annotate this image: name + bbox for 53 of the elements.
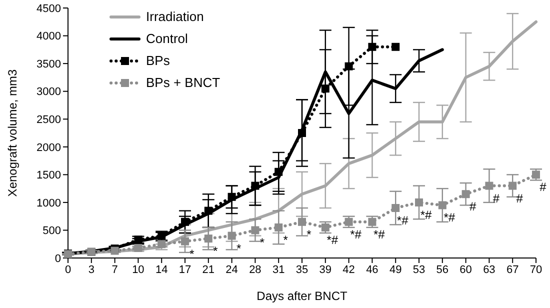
annotation: * [260, 236, 265, 250]
x-tick-label: 63 [483, 264, 496, 276]
x-tick-label: 39 [319, 264, 332, 276]
x-tick-label: 28 [249, 264, 262, 276]
annotation: # [516, 191, 524, 206]
annotation: * [213, 244, 218, 258]
x-tick-label: 46 [366, 264, 378, 276]
y-tick-label: 3500 [36, 58, 61, 70]
x-tick-label: 17 [178, 264, 192, 276]
x-tick-label: 42 [342, 264, 355, 276]
annotation: * [306, 227, 312, 242]
y-tick-label: 1000 [36, 197, 61, 210]
annotation: *# [420, 208, 432, 222]
annotation: *# [396, 214, 409, 228]
x-tick-label: 14 [155, 264, 168, 276]
y-tick-label: 4000 [36, 30, 61, 43]
y-tick-label: 500 [42, 225, 61, 238]
y-tick-label: 0 [54, 252, 61, 265]
x-tick-label: 67 [506, 264, 519, 276]
y-axis-title: Xenograft volume, mm3 [5, 68, 20, 197]
x-tick-label: 3 [88, 264, 94, 276]
y-tick-label: 2000 [36, 142, 61, 154]
annotation: *# [350, 227, 362, 242]
x-tick-label: 31 [272, 264, 285, 276]
annotation: * [236, 241, 242, 256]
x-tick-label: 70 [530, 264, 542, 276]
x-tick-label: 7 [112, 264, 118, 276]
x-tick-label: 49 [389, 264, 402, 276]
legend-label: Irradiation [146, 8, 204, 26]
y-tick-label: 2500 [36, 114, 61, 126]
x-tick-label: 53 [412, 264, 426, 276]
annotation: *# [326, 232, 338, 247]
x-tick-label: 0 [64, 264, 72, 276]
legend-label: BPs + BNCT [146, 74, 220, 92]
annotation: *# [444, 210, 456, 225]
legend-label: Control [146, 30, 188, 48]
annotation: *# [374, 227, 386, 242]
legend-label: BPs [146, 52, 170, 70]
x-axis-title: Days after BNCT [256, 289, 348, 303]
x-tick-label: 21 [202, 264, 215, 276]
x-tick-label: 35 [296, 264, 308, 276]
annotation: # [469, 200, 476, 214]
y-tick-label: 1500 [36, 170, 61, 182]
y-tick-label: 4500 [36, 2, 61, 15]
y-tick-label: 3000 [36, 86, 61, 98]
annotation: # [492, 191, 500, 206]
x-tick-label: 24 [226, 264, 238, 276]
x-tick-label: 56 [436, 264, 449, 276]
x-tick-label: 10 [132, 264, 144, 276]
x-tick-label: 60 [460, 264, 472, 276]
annotation: * [283, 232, 288, 247]
annotation: * [190, 246, 195, 261]
annotation: # [540, 180, 547, 194]
